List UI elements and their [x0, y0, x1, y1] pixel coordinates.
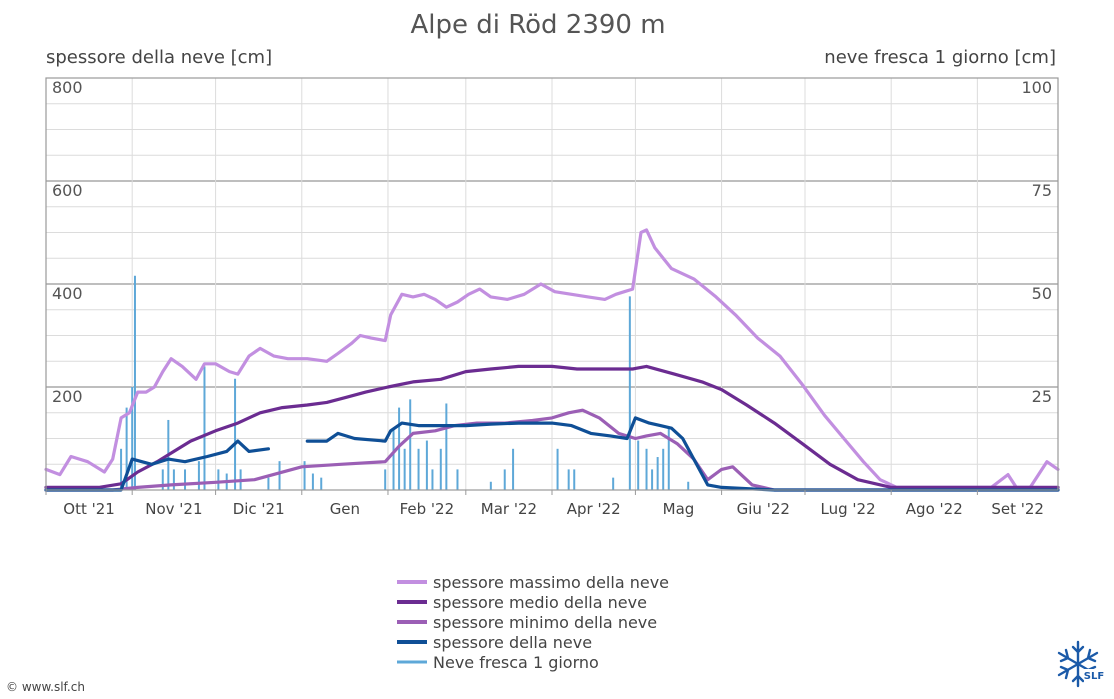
- bar-neve-fresca: [512, 448, 515, 490]
- chart-title: Alpe di Röd 2390 m: [410, 10, 665, 40]
- logo-text: SLF: [1084, 671, 1104, 682]
- y-left-tick-label: 200: [52, 387, 83, 406]
- legend-label: spessore minimo della neve: [433, 613, 657, 632]
- y-right-tick-label: 25: [1032, 387, 1052, 406]
- series-line-attuale: [44, 416, 1060, 492]
- bar-neve-fresca: [197, 461, 200, 490]
- series-line-minimo: [44, 408, 1060, 492]
- bar-neve-fresca: [120, 448, 123, 490]
- bar-neve-fresca: [556, 448, 559, 490]
- bar-neve-fresca: [409, 399, 412, 490]
- bar-neve-fresca: [612, 477, 615, 490]
- bar-neve-fresca: [628, 296, 631, 490]
- bar-neve-fresca: [573, 469, 576, 490]
- bar-neve-fresca: [425, 440, 428, 490]
- bar-neve-fresca: [687, 481, 690, 490]
- y-right-tick-label: 50: [1032, 284, 1052, 303]
- legend-item: spessore minimo della neve: [397, 613, 657, 632]
- legend-item: Neve fresca 1 giorno: [397, 653, 599, 672]
- series-line-medio: [44, 364, 1060, 489]
- legend-label: spessore massimo della neve: [433, 573, 669, 592]
- x-tick-label: Ott '21: [63, 500, 115, 518]
- snowflake-icon: SLF: [1057, 640, 1104, 688]
- bar-neve-fresca: [184, 469, 187, 490]
- y-left-tick-label: 600: [52, 181, 83, 200]
- bar-neve-fresca: [267, 477, 270, 490]
- series-line-massimo: [44, 228, 1060, 489]
- y-left-tick-label: 800: [52, 78, 83, 97]
- legend-label: Neve fresca 1 giorno: [433, 653, 599, 672]
- bar-neve-fresca: [439, 448, 442, 490]
- y-right-tick-label: 100: [1021, 78, 1052, 97]
- x-tick-label: Mar '22: [481, 500, 537, 518]
- bar-neve-fresca: [431, 469, 434, 490]
- bar-neve-fresca: [278, 461, 281, 490]
- y-right-ticks: 25 50 75 100: [1021, 78, 1052, 406]
- bar-neve-fresca: [161, 469, 164, 490]
- legend-label: spessore medio della neve: [433, 593, 647, 612]
- x-tick-label: Set '22: [991, 500, 1044, 518]
- bar-neve-fresca: [320, 477, 323, 490]
- bar-neve-fresca: [398, 407, 401, 490]
- bar-neve-fresca: [303, 461, 306, 490]
- bar-neve-fresca: [172, 469, 175, 490]
- legend-item: spessore massimo della neve: [397, 573, 669, 592]
- bar-neve-fresca: [234, 378, 237, 490]
- bar-neve-fresca: [392, 428, 395, 490]
- x-tick-label: Feb '22: [400, 500, 455, 518]
- series-lines: [44, 228, 1060, 492]
- legend-item: spessore medio della neve: [397, 593, 647, 612]
- bar-neve-fresca: [645, 448, 648, 490]
- bar-neve-fresca: [217, 469, 220, 490]
- bar-neve-fresca: [133, 275, 136, 490]
- bar-neve-fresca: [651, 469, 654, 490]
- bar-neve-fresca: [417, 448, 420, 490]
- bar-neve-fresca: [384, 469, 387, 490]
- y-left-ticks: 200 400 600 800: [52, 78, 83, 406]
- bar-neve-fresca: [203, 366, 206, 490]
- bar-neve-fresca: [403, 448, 406, 490]
- y-right-axis-label: neve fresca 1 giorno [cm]: [824, 47, 1056, 68]
- y-right-tick-label: 75: [1032, 181, 1052, 200]
- y-left-axis-label: spessore della neve [cm]: [46, 47, 272, 68]
- bar-neve-fresca: [456, 469, 459, 490]
- bar-neve-fresca: [445, 403, 448, 490]
- x-tick-label: Gen: [330, 500, 360, 518]
- bar-neve-fresca: [637, 440, 640, 490]
- bar-neve-fresca: [503, 469, 506, 490]
- x-ticks: Ott '21 Nov '21 Dic '21 Gen Feb '22 Mar '22 Ap…: [45, 490, 1044, 518]
- legend-item: spessore della neve: [397, 633, 592, 652]
- legend-label: spessore della neve: [433, 633, 592, 652]
- bar-neve-fresca: [489, 481, 492, 490]
- bar-neve-fresca: [311, 473, 314, 490]
- copyright: © www.slf.ch: [6, 680, 85, 694]
- x-tick-label: Dic '21: [233, 500, 285, 518]
- bar-neve-fresca: [567, 469, 570, 490]
- x-tick-label: Nov '21: [145, 500, 202, 518]
- x-tick-label: Mag: [663, 500, 695, 518]
- bar-neve-fresca: [656, 457, 659, 490]
- bar-neve-fresca: [667, 428, 670, 490]
- x-tick-label: Ago '22: [906, 500, 963, 518]
- bar-neve-fresca: [662, 448, 665, 490]
- bar-neve-fresca: [131, 387, 134, 490]
- bar-neve-fresca: [125, 407, 128, 490]
- grid: [46, 78, 1058, 490]
- x-tick-label: Giu '22: [737, 500, 790, 518]
- y-left-tick-label: 400: [52, 284, 83, 303]
- x-tick-label: Apr '22: [567, 500, 621, 518]
- x-tick-label: Lug '22: [821, 500, 876, 518]
